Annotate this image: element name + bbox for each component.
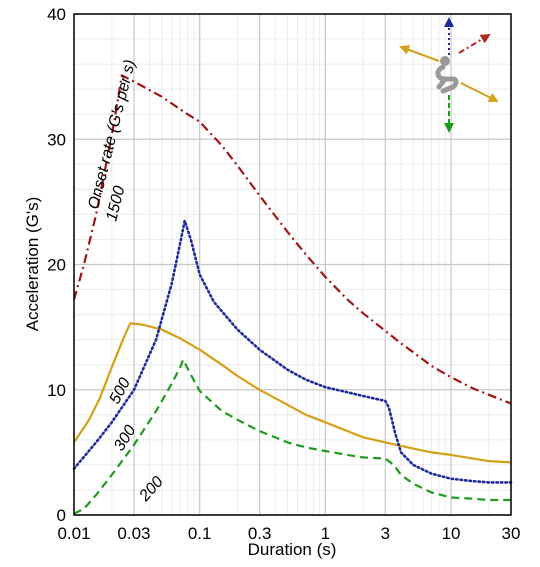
series-layer [72, 74, 513, 515]
series-line-300 [72, 219, 513, 484]
plot-frame [73, 13, 512, 516]
y-tick-label: 30 [47, 130, 66, 149]
y-tick-label: 40 [47, 5, 66, 24]
x-tick-label: 1 [321, 524, 330, 543]
y-tick-label: 10 [47, 381, 66, 400]
arrow-upright-icon [458, 33, 491, 54]
series-line-1500 [72, 74, 512, 405]
series-line-200 [73, 358, 511, 515]
seated-person-icon [435, 56, 459, 94]
series-line-500 [73, 322, 512, 464]
x-tick-label: 3 [381, 524, 390, 543]
x-tick-label: 10 [442, 524, 461, 543]
x-tick-label: 0.1 [188, 524, 212, 543]
y-tick-label: 0 [57, 506, 66, 525]
y-axis-label: Acceleration (G's) [23, 197, 42, 332]
arrow-upleft-icon [399, 45, 440, 62]
x-tick-label: 0.01 [57, 524, 90, 543]
x-tick-label: 30 [502, 524, 521, 543]
arrow-downright-icon [460, 82, 499, 102]
tick-labels: 0.01 0.03 0.1 0.3 1 3 10 30 0 10 20 30 40 [47, 5, 520, 543]
x-tick-label: 0.3 [248, 524, 272, 543]
direction-icon [399, 17, 499, 133]
x-axis-label: Duration (s) [248, 540, 337, 559]
x-tick-label: 0.03 [117, 524, 150, 543]
y-tick-label: 20 [47, 256, 66, 275]
